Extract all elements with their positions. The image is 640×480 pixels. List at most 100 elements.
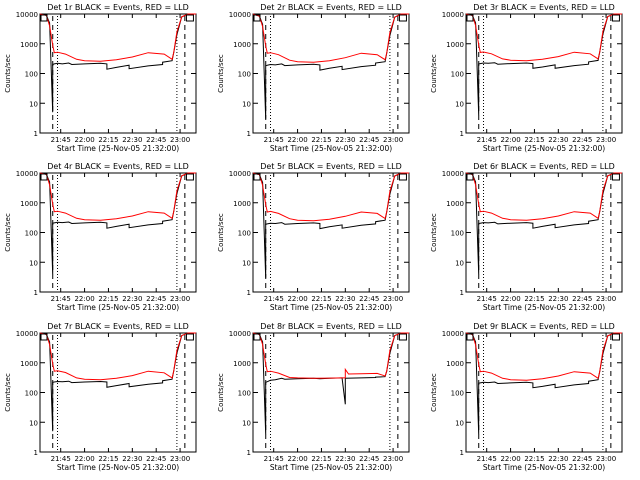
saturation-marker <box>611 14 620 22</box>
y-tick-label: 10000 <box>442 330 464 338</box>
x-tick-label: 22:15 <box>524 295 544 303</box>
series-line-lld <box>465 332 622 381</box>
x-tick-label: 23:00 <box>383 295 403 303</box>
x-tick-label: 21:45 <box>264 295 284 303</box>
x-tick-label: 23:00 <box>596 295 616 303</box>
x-tick-label: 22:00 <box>74 455 94 463</box>
x-tick-label: 21:45 <box>477 295 497 303</box>
saturation-marker <box>466 333 474 341</box>
y-axis-label: Counts/sec <box>430 213 438 252</box>
series-line-events <box>465 172 622 275</box>
x-tick-label: 22:15 <box>524 136 544 144</box>
y-tick-label: 1 <box>247 449 251 457</box>
plot-frame <box>39 13 197 134</box>
plot-frame <box>252 332 410 453</box>
y-tick-label: 1000 <box>233 200 251 208</box>
saturation-marker <box>398 14 407 22</box>
y-tick-label: 100 <box>451 390 464 398</box>
series-line-lld <box>39 172 196 221</box>
x-tick-label: 21:45 <box>477 455 497 463</box>
x-tick-label: 22:45 <box>359 455 379 463</box>
y-tick-label: 1000 <box>446 41 464 49</box>
chart-panel-6: Det 6r BLACK = Events, RED = LLD 1 10 100 10… <box>430 162 623 312</box>
x-axis-label: Start Time (25-Nov-05 21:32:00) <box>483 144 605 153</box>
y-tick-label: 100 <box>451 71 464 79</box>
panel-title: Det 2r BLACK = Events, RED = LLD <box>260 3 402 12</box>
series-line-lld <box>465 172 622 221</box>
y-tick-label: 10000 <box>442 170 464 178</box>
y-tick-label: 10 <box>455 419 464 427</box>
saturation-marker <box>398 173 407 181</box>
plot-frame <box>465 13 623 134</box>
x-tick-label: 22:15 <box>98 295 118 303</box>
y-tick-label: 1 <box>460 289 464 297</box>
y-tick-label: 10000 <box>16 330 38 338</box>
x-tick-label: 22:00 <box>500 295 520 303</box>
saturation-marker <box>40 333 48 341</box>
x-tick-label: 21:45 <box>264 455 284 463</box>
x-tick-label: 22:45 <box>146 455 166 463</box>
y-tick-label: 1000 <box>20 360 38 368</box>
saturation-marker <box>611 173 620 181</box>
y-axis-label: Counts/sec <box>430 54 438 93</box>
y-tick-label: 10000 <box>442 11 464 19</box>
x-tick-label: 23:00 <box>383 136 403 144</box>
x-tick-label: 22:30 <box>335 136 355 144</box>
chart-panel-2: Det 2r BLACK = Events, RED = LLD 1 10 100 10… <box>217 3 410 153</box>
y-tick-label: 10 <box>242 259 251 267</box>
x-tick-label: 21:45 <box>51 136 71 144</box>
series-line-lld <box>252 332 409 379</box>
y-axis-label: Counts/sec <box>217 373 225 412</box>
saturation-marker <box>40 14 48 22</box>
y-axis-label: Counts/sec <box>4 213 12 252</box>
x-tick-label: 23:00 <box>596 136 616 144</box>
y-tick-label: 100 <box>25 230 38 238</box>
y-axis-label: Counts/sec <box>430 373 438 412</box>
x-tick-label: 23:00 <box>170 295 190 303</box>
x-tick-label: 23:00 <box>383 455 403 463</box>
series-line-lld <box>465 13 622 62</box>
series-line-events <box>252 13 409 119</box>
chart-panel-1: Det 1r BLACK = Events, RED = LLD 1 10 100 10… <box>4 3 197 153</box>
series-line-lld <box>252 172 409 222</box>
x-tick-label: 21:45 <box>51 295 71 303</box>
series-line-lld <box>39 332 196 381</box>
y-tick-label: 10000 <box>229 11 251 19</box>
x-tick-label: 22:00 <box>287 455 307 463</box>
y-tick-label: 10 <box>455 100 464 108</box>
series-line-events <box>39 172 196 275</box>
panel-title: Det 6r BLACK = Events, RED = LLD <box>473 162 615 171</box>
x-axis-label: Start Time (25-Nov-05 21:32:00) <box>270 144 392 153</box>
y-tick-label: 10 <box>242 419 251 427</box>
series-line-events <box>465 332 622 435</box>
x-tick-label: 22:30 <box>122 455 142 463</box>
panel-title: Det 8r BLACK = Events, RED = LLD <box>260 322 402 331</box>
plot-frame <box>252 172 410 293</box>
x-tick-label: 22:15 <box>98 455 118 463</box>
y-axis-label: Counts/sec <box>217 54 225 93</box>
y-tick-label: 1000 <box>20 200 38 208</box>
x-tick-label: 22:30 <box>548 136 568 144</box>
x-axis-label: Start Time (25-Nov-05 21:32:00) <box>270 463 392 472</box>
x-axis-label: Start Time (25-Nov-05 21:32:00) <box>57 144 179 153</box>
series-line-events <box>465 13 622 116</box>
panel-title: Det 9r BLACK = Events, RED = LLD <box>473 322 615 331</box>
y-tick-label: 10000 <box>229 170 251 178</box>
y-tick-label: 1 <box>34 130 38 138</box>
series-line-events <box>39 13 196 113</box>
saturation-marker <box>253 173 261 181</box>
panel-title: Det 3r BLACK = Events, RED = LLD <box>473 3 615 12</box>
y-tick-label: 1 <box>460 449 464 457</box>
x-tick-label: 23:00 <box>170 455 190 463</box>
plot-frame <box>39 172 197 293</box>
x-tick-label: 22:45 <box>146 295 166 303</box>
y-tick-label: 10 <box>29 259 38 267</box>
chart-panel-5: Det 5r BLACK = Events, RED = LLD 1 10 100 10… <box>217 162 410 312</box>
y-axis-label: Counts/sec <box>217 213 225 252</box>
x-tick-label: 22:45 <box>572 455 592 463</box>
x-tick-label: 22:45 <box>359 136 379 144</box>
y-tick-label: 1000 <box>446 200 464 208</box>
x-tick-label: 22:15 <box>311 455 331 463</box>
chart-panel-7: Det 7r BLACK = Events, RED = LLD 1 10 100 10… <box>4 322 197 472</box>
